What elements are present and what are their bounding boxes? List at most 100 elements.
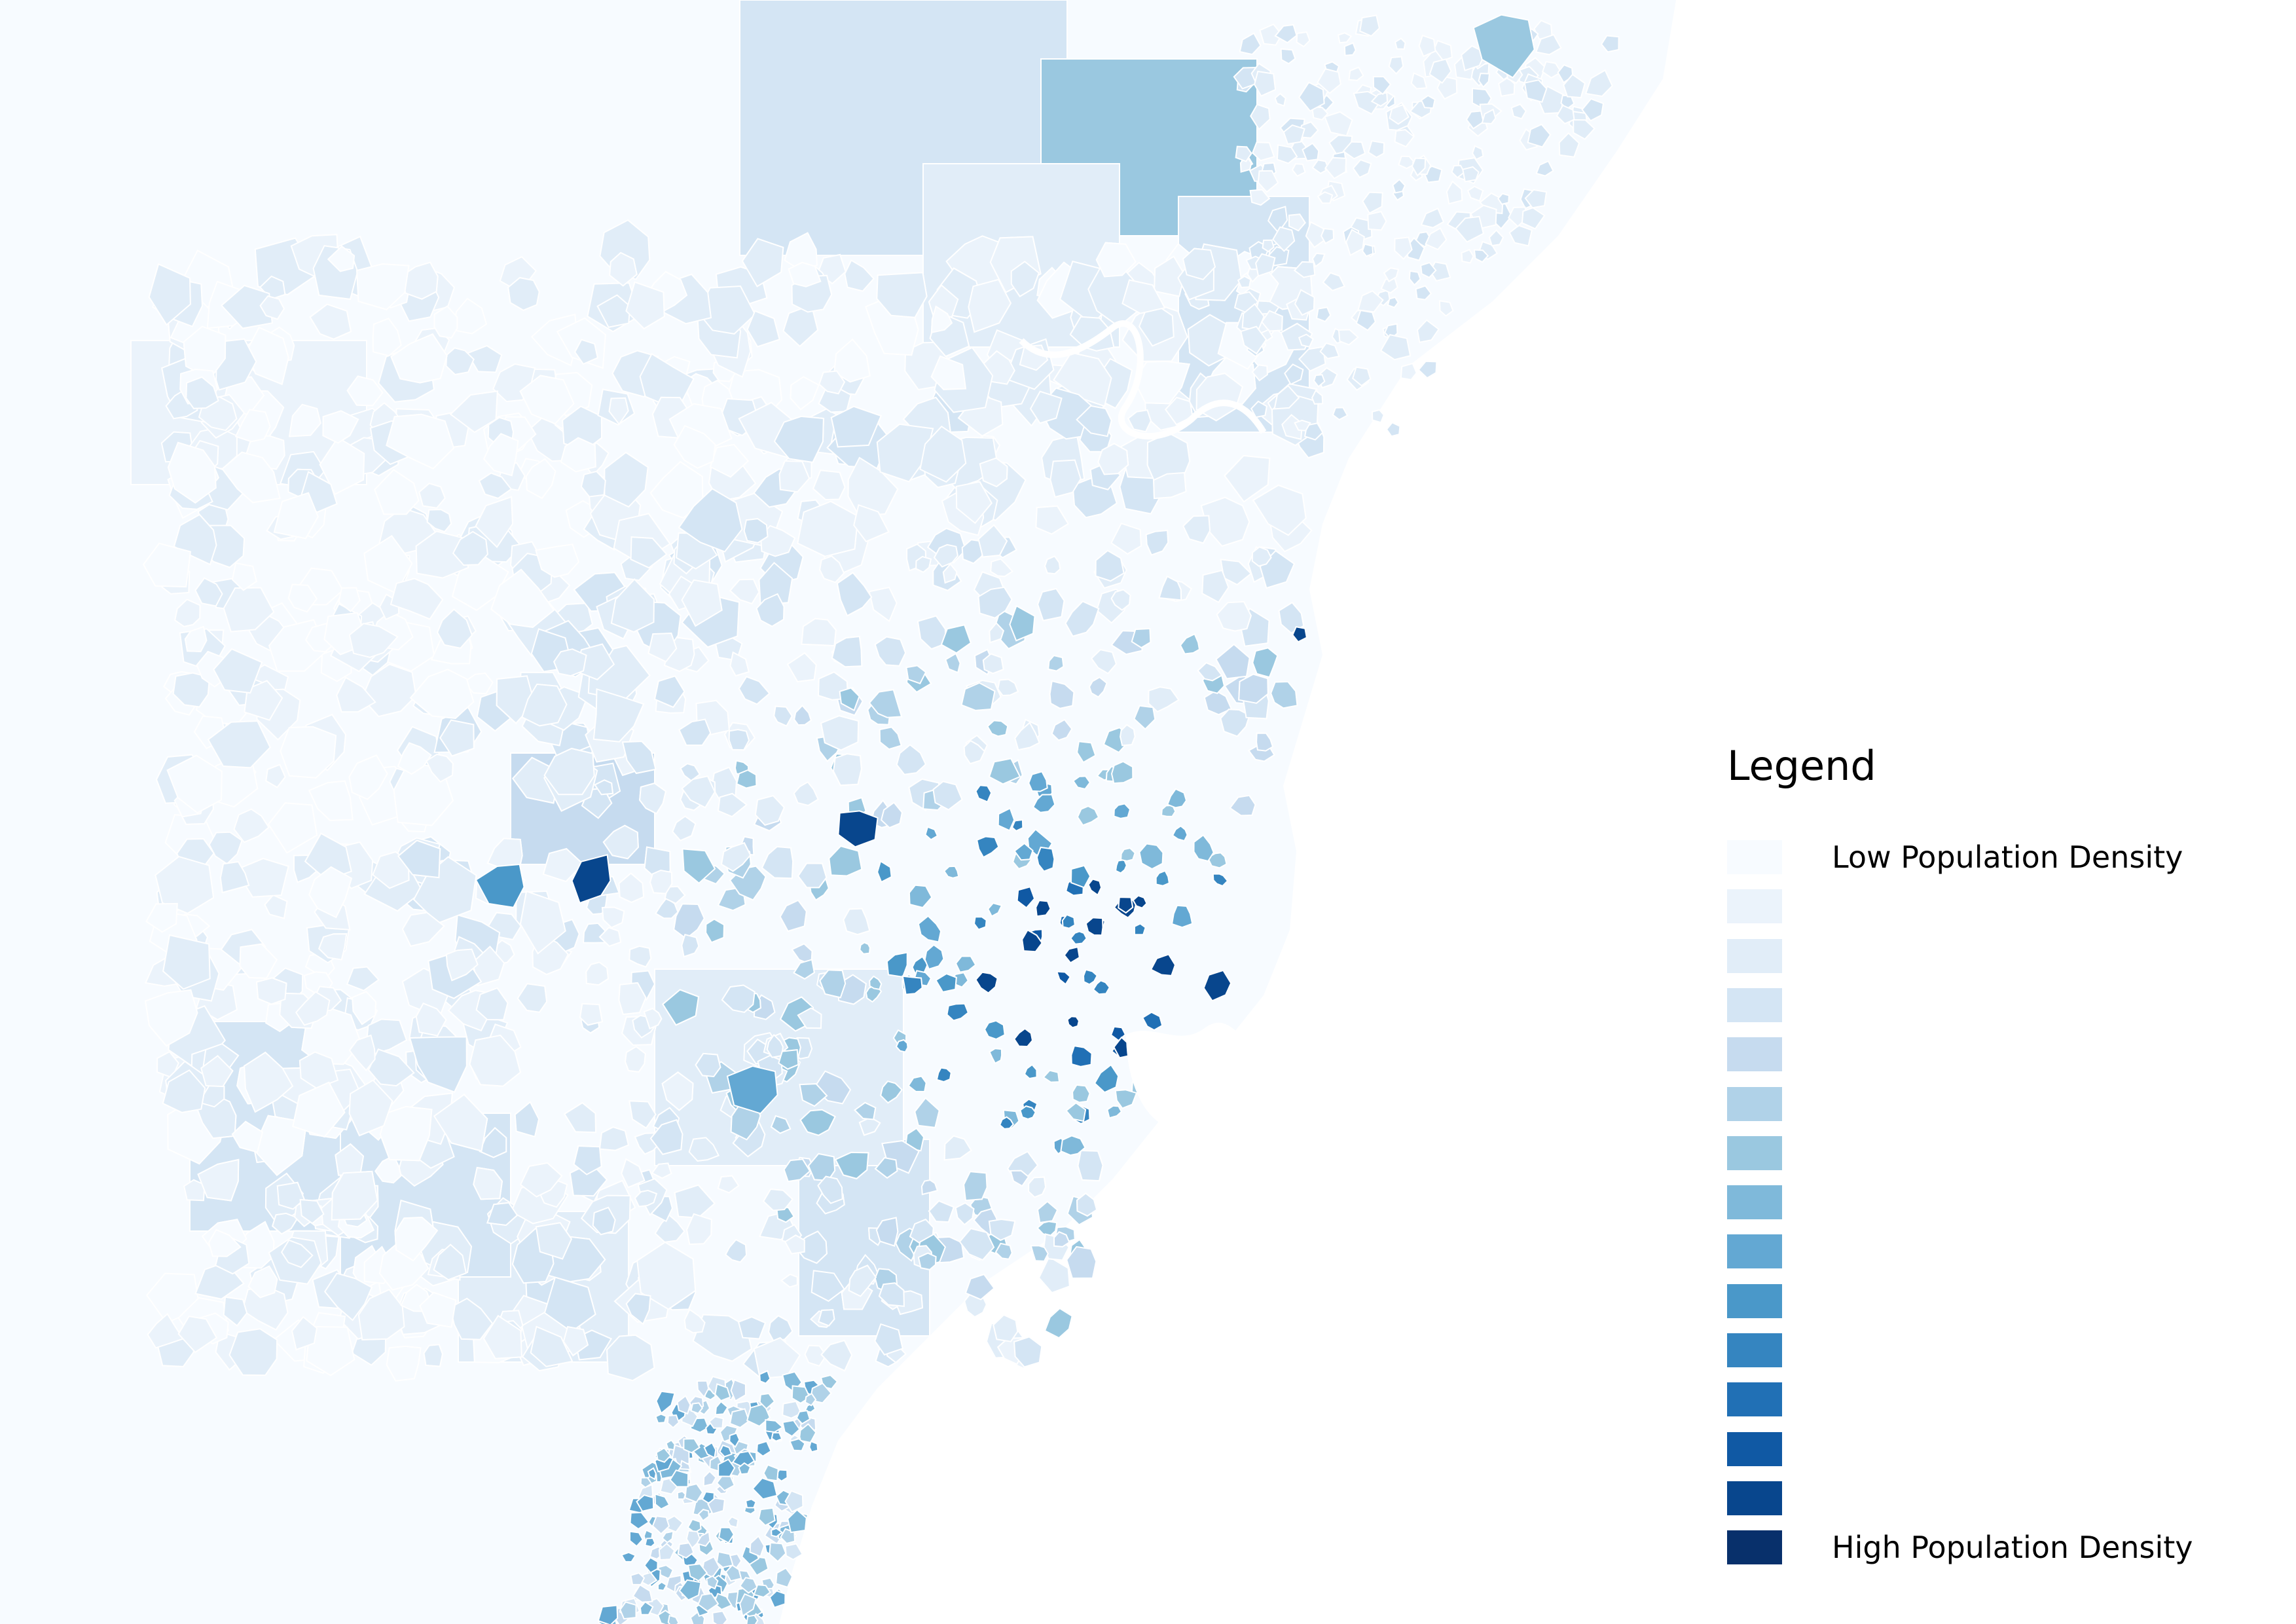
census-tract (896, 744, 927, 775)
census-tract (945, 652, 961, 674)
census-tract (452, 530, 488, 566)
census-tract (762, 1188, 793, 1211)
census-tract (1353, 90, 1383, 115)
legend-class-1: Low Population Density (1727, 840, 2225, 874)
census-tract (727, 1516, 739, 1528)
census-tract (1120, 847, 1136, 862)
census-tract (1009, 604, 1036, 642)
census-tract (579, 1003, 604, 1026)
census-tract (162, 934, 211, 990)
census-tract (239, 943, 278, 979)
census-tract (390, 333, 448, 384)
census-tract (754, 795, 785, 826)
census-tract (651, 1515, 670, 1535)
legend-swatch (1727, 1086, 1782, 1121)
census-tract (629, 1100, 657, 1129)
census-tract (1462, 166, 1480, 183)
census-tract (655, 897, 679, 919)
census-tract (687, 1563, 708, 1582)
census-tract (1257, 170, 1279, 193)
census-tract (839, 687, 860, 712)
census-tract (779, 899, 807, 932)
census-tract (770, 1115, 792, 1134)
census-tract (562, 1325, 589, 1357)
census-tract (608, 397, 629, 426)
census-tract (811, 1270, 845, 1302)
census-tract (1042, 1069, 1061, 1083)
census-tract (848, 1264, 877, 1297)
census-tract (1324, 157, 1347, 179)
legend-class-3 (1727, 938, 2225, 973)
census-tracts (130, 0, 1620, 1624)
census-tract (669, 1469, 689, 1488)
census-tract (469, 1034, 522, 1087)
census-tract (1131, 627, 1152, 649)
census-tract (963, 1171, 988, 1202)
census-tract (1044, 1307, 1073, 1339)
census-tract (658, 1542, 676, 1561)
census-tract (602, 824, 639, 860)
census-tract (280, 726, 337, 779)
census-tract (142, 542, 192, 588)
census-tract (1016, 886, 1036, 909)
census-tract (1224, 454, 1271, 503)
census-tract (318, 933, 348, 961)
census-tract (819, 555, 845, 583)
census-tract (166, 754, 223, 814)
census-tract (265, 764, 286, 788)
census-tract (685, 1213, 712, 1246)
census-tract (1239, 32, 1262, 56)
census-tract (720, 841, 752, 872)
census-tract (1320, 228, 1335, 244)
legend-class-9 (1727, 1234, 2225, 1269)
census-tract (1240, 325, 1267, 355)
census-tract (1524, 189, 1548, 209)
census-tract (1584, 69, 1613, 98)
census-tract (771, 1431, 783, 1442)
census-tract (783, 1158, 811, 1183)
census-tract (1455, 215, 1484, 243)
census-tract (804, 1392, 817, 1407)
census-tract (753, 1584, 771, 1598)
census-tract (234, 858, 289, 898)
census-tract (1388, 56, 1404, 75)
census-tract (295, 991, 331, 1026)
census-tract (287, 583, 318, 613)
census-tract (690, 1402, 704, 1414)
census-tract (174, 599, 201, 627)
census-tract (647, 1467, 657, 1481)
legend-class-2 (1727, 889, 2225, 924)
census-tract (1478, 73, 1491, 88)
census-tract (749, 1535, 765, 1558)
census-tract (746, 310, 780, 348)
legend-title: Legend (1727, 742, 1876, 790)
census-tract (1118, 896, 1134, 914)
census-tract (778, 460, 811, 493)
census-tract (475, 987, 509, 1021)
census-tract (1465, 110, 1484, 130)
census-tract (819, 969, 847, 999)
census-tract (1021, 929, 1043, 953)
census-tract (917, 1252, 937, 1270)
census-tract (1387, 296, 1399, 308)
census-tract (874, 636, 907, 667)
census-tract (787, 1509, 807, 1534)
census-tract (1508, 225, 1533, 247)
census-tract (1203, 690, 1233, 716)
census-tract (1527, 123, 1552, 148)
census-tract (657, 1564, 674, 1580)
census-tract (397, 742, 432, 775)
census-tract (729, 651, 750, 677)
census-tract (977, 524, 1008, 558)
census-tract (728, 729, 750, 751)
legend-class-12 (1727, 1382, 2225, 1417)
census-tract (703, 1441, 717, 1459)
census-tract (507, 277, 540, 311)
census-tract (1241, 303, 1265, 331)
census-tract (162, 1069, 206, 1113)
census-tract (964, 1273, 995, 1301)
census-tract (695, 1530, 711, 1547)
census-tract (701, 1491, 715, 1504)
census-tract (773, 705, 793, 727)
census-tract (674, 1184, 716, 1219)
